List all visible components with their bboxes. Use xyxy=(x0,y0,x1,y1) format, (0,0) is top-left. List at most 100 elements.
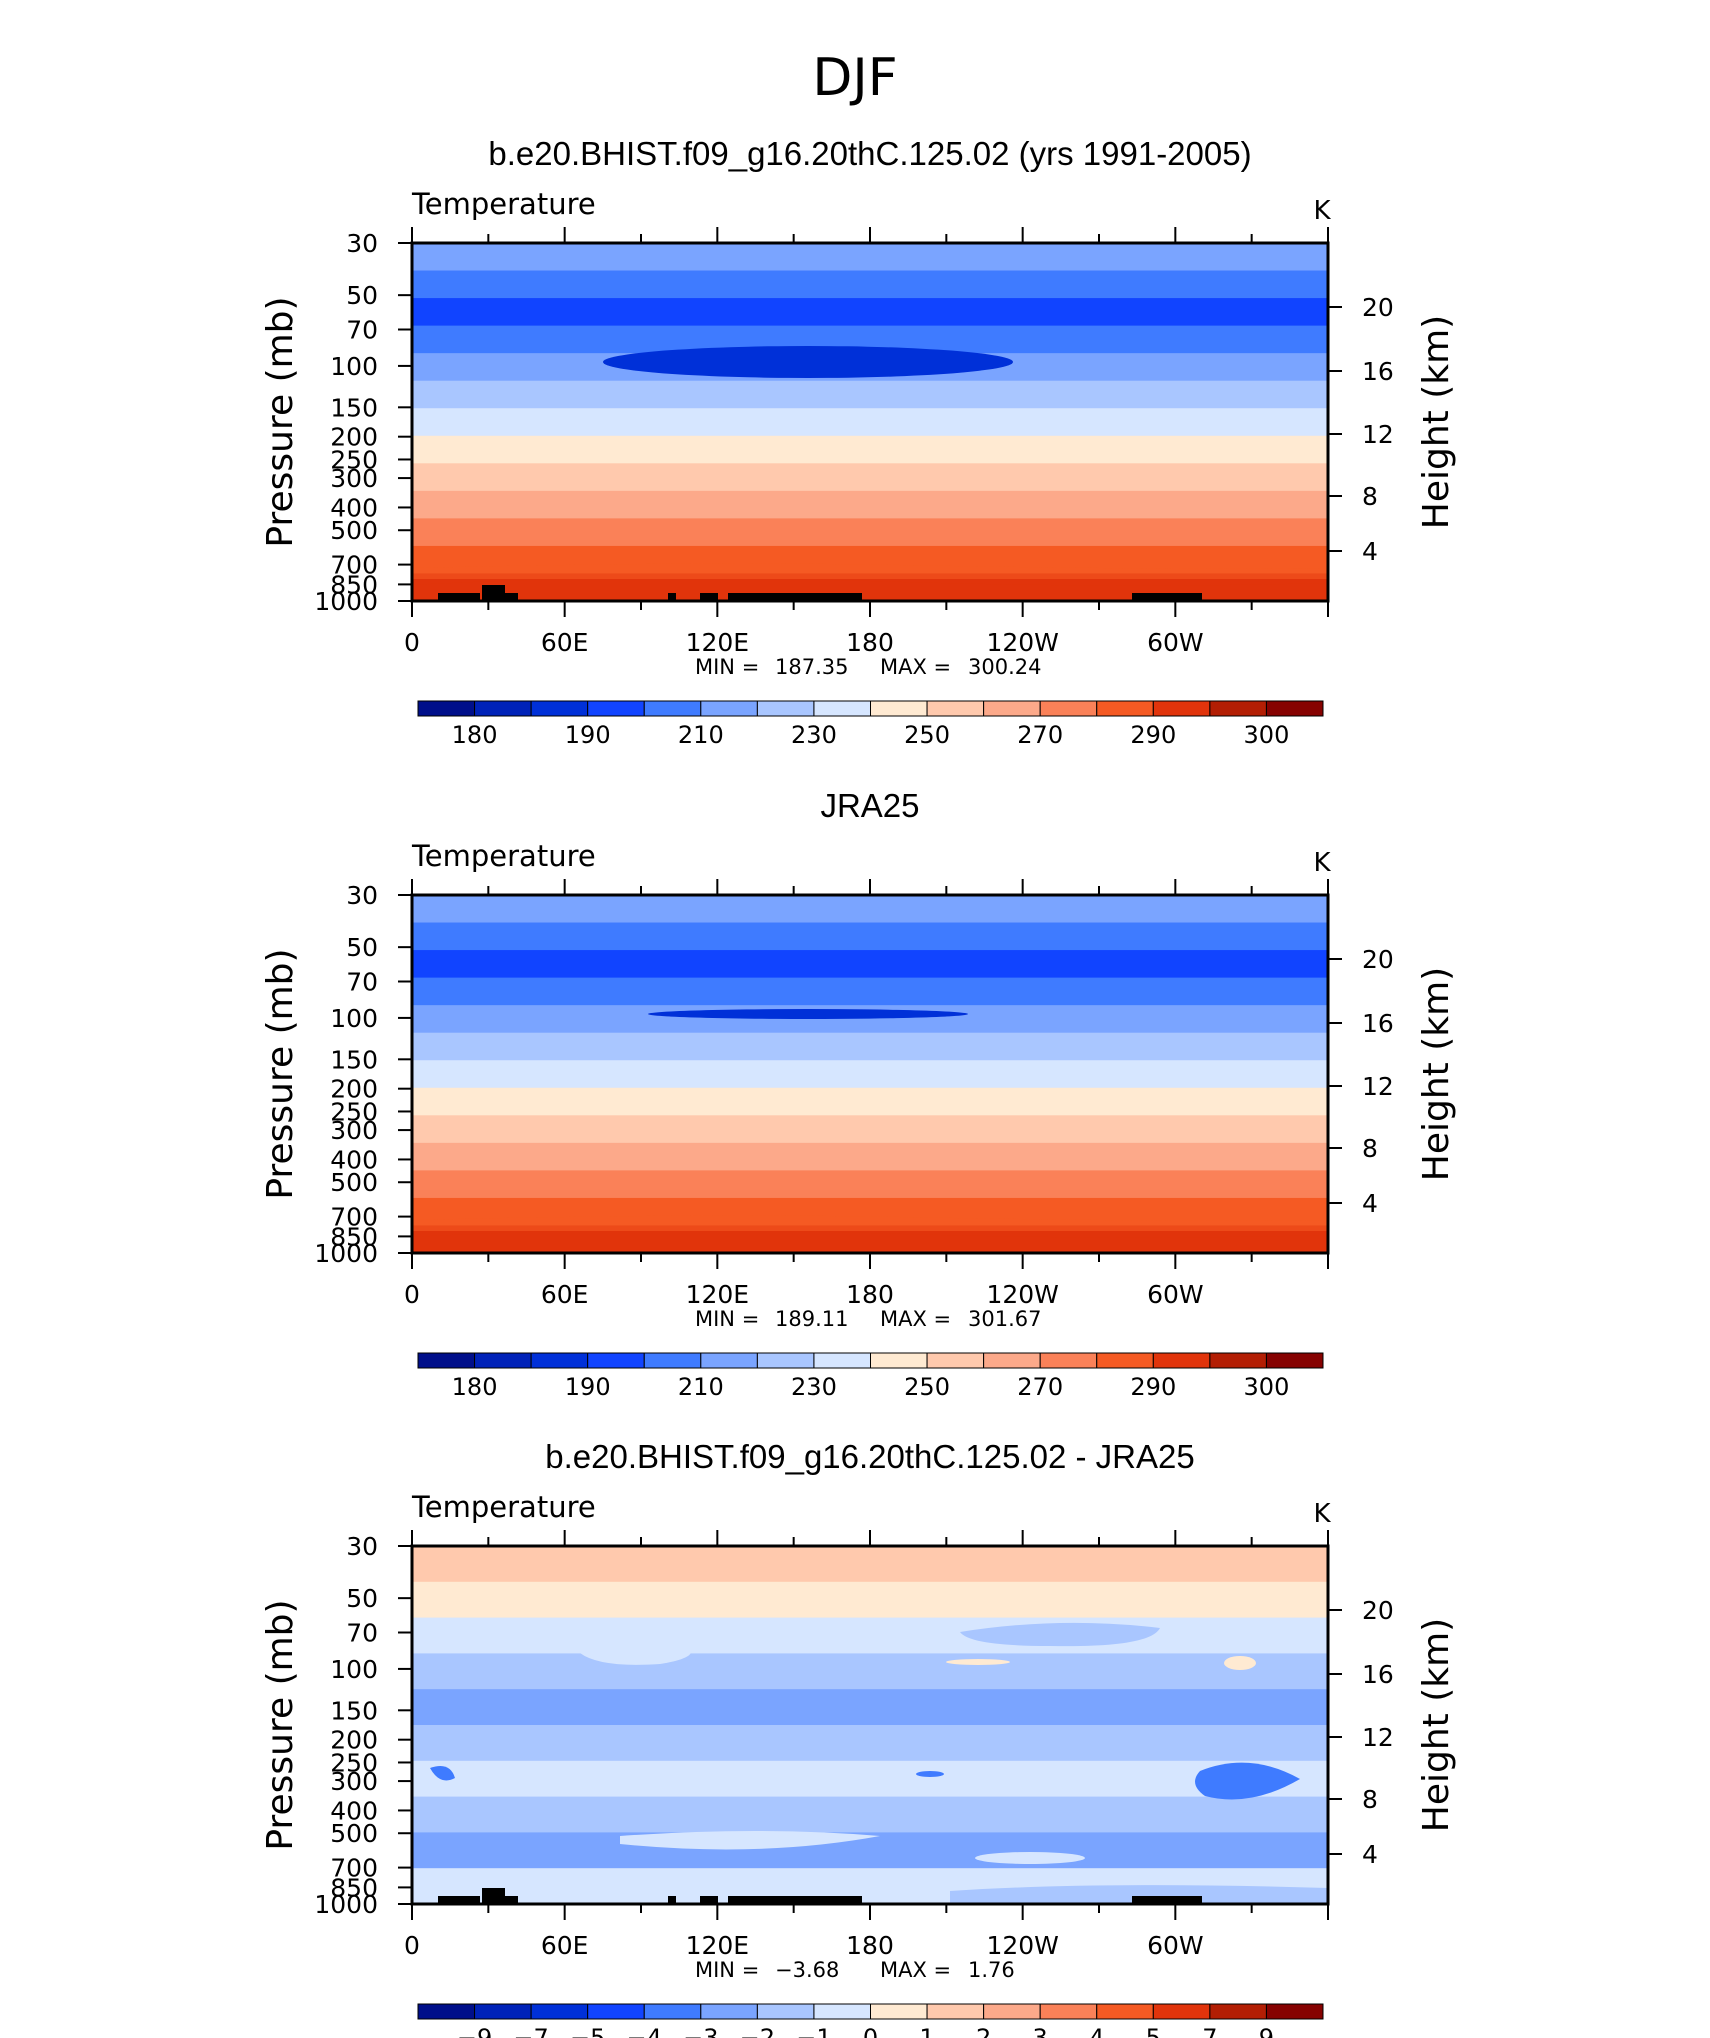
colorbar-swatch xyxy=(926,700,985,717)
y-tick-label: 1000 xyxy=(314,1890,378,1919)
colorbar-swatch xyxy=(1152,700,1211,717)
y-tick-label: 70 xyxy=(346,316,378,345)
colorbar-swatch xyxy=(1209,700,1267,717)
contour-band xyxy=(412,1689,1328,1726)
chart-panel-2: JRA25 Temperature K 0 60E 120E 180 120W 60W 30 50 7… xyxy=(260,787,1457,1401)
colorbar-swatch xyxy=(643,700,702,717)
panel-title: b.e20.BHIST.f09_g16.20thC.125.02 (yrs 19… xyxy=(488,135,1251,172)
x-tick-label: 60E xyxy=(541,1280,589,1309)
units-label: K xyxy=(1313,1499,1331,1529)
colorbar-swatch xyxy=(474,700,532,717)
contour-band xyxy=(412,518,1328,547)
right-y-tick-label: 12 xyxy=(1362,1723,1394,1752)
panels: b.e20.BHIST.f09_g16.20thC.125.02 (yrs 19… xyxy=(260,135,1457,2038)
min-value: 189.11 xyxy=(775,1307,848,1331)
mid-contour xyxy=(960,1622,1160,1647)
colorbar-label: 230 xyxy=(791,1373,837,1401)
y-tick-label: 30 xyxy=(346,1532,378,1561)
colorbar-label: 250 xyxy=(904,721,950,749)
colorbar-label: 210 xyxy=(678,721,724,749)
y-axis-label: Pressure (mb) xyxy=(260,296,301,547)
warm-spot-contour xyxy=(1224,1656,1256,1670)
colorbar-label: 3 xyxy=(1033,2024,1048,2038)
topography-mask xyxy=(482,585,505,601)
colorbar-swatch xyxy=(756,2003,815,2020)
variable-label: Temperature xyxy=(411,839,596,873)
y-tick-label: 500 xyxy=(330,1819,378,1848)
contour-band xyxy=(412,1060,1328,1089)
cold-core-contour xyxy=(603,346,1013,378)
contour-band xyxy=(412,1170,1328,1199)
colorbar-swatch xyxy=(1039,1352,1098,1369)
colorbar-swatch xyxy=(530,1352,589,1369)
colorbar-label: −4 xyxy=(627,2024,662,2038)
warm-spot-contour xyxy=(946,1659,1010,1665)
light-contour xyxy=(580,1637,692,1665)
y-tick-label: 300 xyxy=(330,464,378,493)
contour-band xyxy=(412,408,1328,437)
colorbar-swatch xyxy=(1209,1352,1267,1369)
max-value: 301.67 xyxy=(968,1307,1041,1331)
colorbar-label: 270 xyxy=(1017,721,1063,749)
right-y-tick-label: 8 xyxy=(1362,1134,1378,1163)
topography-mask xyxy=(1132,593,1202,601)
surface-warm-contour xyxy=(412,577,1328,601)
colorbar: 180 190 210 230 250 270 290 300 xyxy=(417,700,1324,749)
contour-band xyxy=(412,298,1328,327)
contour-band xyxy=(412,380,1328,410)
variable-label: Temperature xyxy=(411,1490,596,1524)
topography-mask xyxy=(668,593,676,601)
y-tick-label: 400 xyxy=(330,1796,378,1825)
contour-band xyxy=(412,1087,1328,1117)
colorbar-swatch xyxy=(643,1352,702,1369)
y-tick-label: 150 xyxy=(330,1045,378,1074)
contour-band xyxy=(412,490,1328,520)
right-y-tick-label: 12 xyxy=(1362,1072,1394,1101)
y-tick-label: 200 xyxy=(330,423,378,452)
x-tick-label: 120W xyxy=(986,1931,1058,1960)
contour-band xyxy=(412,950,1328,979)
topography-mask xyxy=(505,593,518,601)
colorbar-swatch xyxy=(1039,2003,1098,2020)
colorbar: −9 −7 −5 −4 −3 −2 −1 0 1 2 3 4 5 7 9 xyxy=(417,2003,1324,2038)
units-label: K xyxy=(1313,196,1331,226)
contour-field xyxy=(412,243,1328,601)
colorbar: 180 190 210 230 250 270 290 300 xyxy=(417,1352,1324,1401)
light-contour xyxy=(975,1852,1085,1864)
right-y-tick-label: 4 xyxy=(1362,537,1378,566)
x-tick-label: 60W xyxy=(1147,1280,1204,1309)
colorbar-label: −5 xyxy=(570,2024,605,2038)
colorbar-swatch xyxy=(1209,2003,1267,2020)
y-tick-label: 100 xyxy=(330,1655,378,1684)
colorbar-swatch xyxy=(1039,700,1098,717)
y-tick-label: 850 xyxy=(330,1222,378,1251)
colorbar-swatch xyxy=(1265,1352,1324,1369)
x-tick-label: 180 xyxy=(846,1280,894,1309)
y-tick-label: 850 xyxy=(330,570,378,599)
colorbar-swatch xyxy=(417,700,476,717)
topography-mask xyxy=(728,593,862,601)
y-tick-label: 700 xyxy=(330,1854,378,1883)
surface-warm-contour xyxy=(412,1229,1328,1253)
colorbar-swatch xyxy=(813,700,871,717)
y-tick-label: 700 xyxy=(330,1203,378,1232)
colorbar-swatch xyxy=(587,700,645,717)
colorbar-label: 270 xyxy=(1017,1373,1063,1401)
topography-mask xyxy=(668,1896,676,1904)
colorbar-label: −3 xyxy=(683,2024,718,2038)
colorbar-swatch xyxy=(417,1352,476,1369)
y-tick-label: 500 xyxy=(330,1168,378,1197)
colorbar-swatch xyxy=(1096,700,1154,717)
colorbar-label: 190 xyxy=(565,1373,611,1401)
lower-contour xyxy=(412,563,1328,579)
y-tick-label: 250 xyxy=(330,1097,378,1126)
colorbar-label: 290 xyxy=(1130,1373,1176,1401)
contour-band xyxy=(412,463,1328,492)
contour-band xyxy=(412,977,1328,1007)
colorbar-swatch xyxy=(1265,700,1324,717)
y-axis-label: Pressure (mb) xyxy=(260,948,301,1199)
colorbar-label: −2 xyxy=(740,2024,775,2038)
topography-mask xyxy=(1132,1896,1202,1904)
lower-contour xyxy=(950,1885,1328,1904)
max-label: MAX = xyxy=(880,1307,951,1331)
